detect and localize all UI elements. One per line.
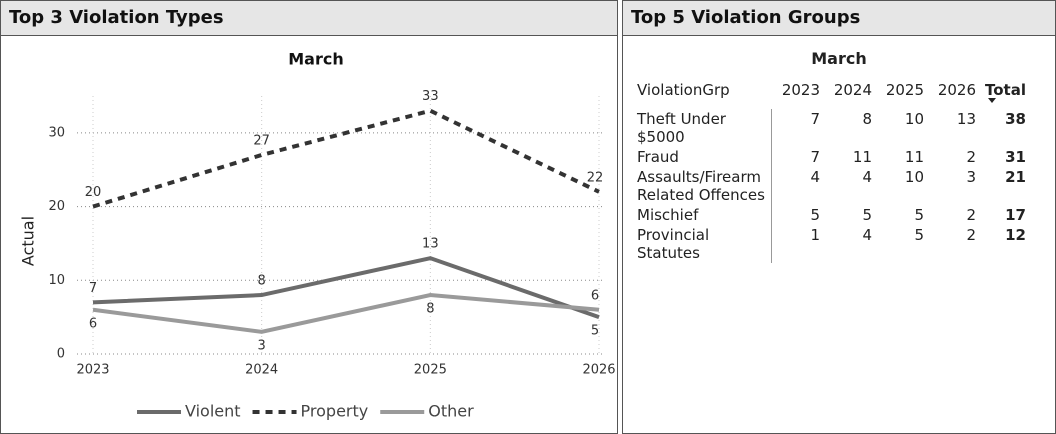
table-row: Theft Under $5000 7 8 10 13 38 — [633, 109, 1030, 147]
table-cell: 4 — [862, 226, 872, 244]
chart: March Actual 0 10 20 30 2023 2024 2025 2026 7 8 13… — [19, 50, 616, 421]
table-row: Fraud 7 11 11 2 31 — [633, 147, 1030, 167]
y-tick-label: 30 — [48, 125, 65, 140]
column-header: 2024 — [833, 81, 872, 99]
series-line — [92, 293, 600, 334]
x-tick-label: 2026 — [582, 363, 615, 378]
table-cell: 2 — [966, 148, 976, 166]
table-cell: 31 — [1005, 148, 1026, 166]
table-cell: 1 — [810, 226, 820, 244]
table-cell: 3 — [966, 168, 976, 186]
chart-title: March — [288, 50, 343, 69]
x-tick-label: 2024 — [245, 363, 278, 378]
header-row: ViolationGrp 2023 2024 2025 2026 Total — [633, 77, 1030, 109]
table-cell: Provincial Statutes — [633, 225, 772, 263]
table-cell: 10 — [904, 168, 924, 186]
y-tick-label: 10 — [48, 273, 65, 288]
data-label: 22 — [587, 170, 604, 185]
data-label: 5 — [591, 324, 599, 339]
data-label: 8 — [258, 274, 266, 289]
table-cell: 11 — [852, 148, 872, 166]
data-label: 6 — [591, 288, 599, 303]
data-label: 3 — [258, 338, 266, 353]
panel-title: Top 3 Violation Types — [1, 1, 617, 36]
table-cell: 7 — [810, 148, 820, 166]
column-header: Total — [980, 77, 1030, 109]
data-label: 8 — [426, 302, 434, 317]
table-cell: 5 — [810, 206, 820, 224]
sort-arrow — [988, 98, 996, 103]
table-cell: Assaults/Firearm Related Offences — [633, 167, 772, 205]
table-cell: 12 — [1005, 226, 1026, 244]
series-line — [92, 108, 600, 209]
column-header: 2023 — [781, 81, 820, 99]
table-cell: 2 — [966, 206, 976, 224]
table-cell: 7 — [810, 110, 820, 128]
table-subtitle: March — [811, 49, 867, 68]
table: ViolationGrp 2023 2024 2025 2026 Total Theft U… — [633, 77, 1030, 263]
column-header: ViolationGrp — [637, 81, 730, 99]
table-cell: 8 — [862, 110, 872, 128]
table-cell: 5 — [914, 226, 924, 244]
table-cell: 10 — [904, 110, 924, 128]
table-cell: 4 — [810, 168, 820, 186]
y-tick-label: 20 — [48, 199, 65, 214]
table-cell: 13 — [956, 110, 976, 128]
legend-label: Other — [428, 402, 474, 421]
column-header: 2025 — [885, 81, 924, 99]
y-tick-label: 0 — [57, 347, 65, 362]
table-cell: 17 — [1005, 206, 1026, 224]
table-panel: Top 5 Violation Groups March ViolationGr… — [622, 0, 1056, 434]
table-cell: 21 — [1005, 168, 1026, 186]
data-label: 13 — [422, 237, 439, 252]
data-label: 20 — [85, 185, 102, 200]
table-cell: Theft Under $5000 — [633, 109, 772, 147]
table-cell: Fraud — [633, 147, 772, 167]
data-label: 7 — [89, 281, 97, 296]
table-row: Provincial Statutes 1 4 5 2 12 — [633, 225, 1030, 263]
legend-label: Violent — [185, 402, 241, 421]
data-label: 33 — [422, 89, 439, 104]
panel-title: Top 5 Violation Groups — [623, 1, 1055, 36]
series-line — [92, 256, 600, 320]
table-row: Mischief 5 5 5 2 17 — [633, 205, 1030, 225]
table-cell: 38 — [1005, 110, 1026, 128]
data-label: 6 — [89, 316, 97, 331]
data-label: 27 — [253, 133, 270, 148]
column-header: 2026 — [937, 81, 976, 99]
table-cell: 11 — [904, 148, 924, 166]
table-cell: 2 — [966, 226, 976, 244]
y-axis-label: Actual — [19, 216, 38, 266]
table-row: Assaults/Firearm Related Offences 4 4 10 3 21 — [633, 167, 1030, 205]
table-cell: Mischief — [633, 205, 772, 225]
table-cell: 5 — [862, 206, 872, 224]
x-tick-label: 2023 — [76, 363, 109, 378]
table-cell: 4 — [862, 168, 872, 186]
table-cell: 5 — [914, 206, 924, 224]
legend-label: Property — [301, 402, 369, 421]
x-tick-label: 2025 — [414, 363, 447, 378]
chart-panel: Top 3 Violation Types March Actual 0 10 20… — [0, 0, 618, 434]
